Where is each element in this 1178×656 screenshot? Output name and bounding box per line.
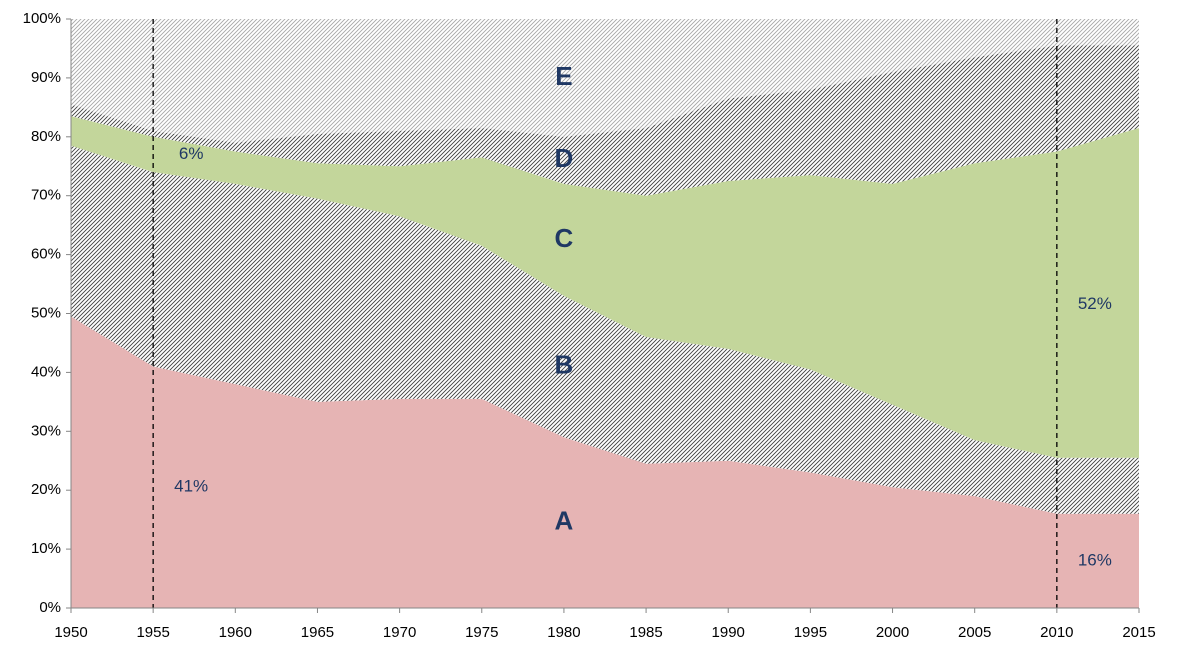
x-tick-label: 1960 (219, 624, 252, 641)
x-tick-label: 1985 (629, 624, 662, 641)
series-label: E (555, 61, 572, 91)
x-tick-label: 1955 (136, 624, 169, 641)
area (71, 316, 1139, 608)
area (71, 145, 1139, 514)
x-tick-label: 1970 (383, 624, 416, 641)
x-tick-label: 2000 (876, 624, 909, 641)
area (71, 45, 1139, 196)
y-tick-label: 0% (39, 599, 61, 616)
x-tick-label: 1980 (547, 624, 580, 641)
y-tick-label: 10% (31, 540, 61, 557)
value-label: 52% (1078, 294, 1112, 313)
x-tick-label: 1950 (54, 624, 87, 641)
series-label: C (555, 223, 574, 253)
y-tick-label: 90% (31, 69, 61, 86)
y-tick-label: 80% (31, 128, 61, 145)
value-label: 16% (1078, 550, 1112, 569)
y-tick-label: 100% (23, 10, 61, 27)
y-tick-label: 20% (31, 481, 61, 498)
y-tick-label: 40% (31, 363, 61, 380)
x-tick-label: 1975 (465, 624, 498, 641)
x-tick-label: 2010 (1040, 624, 1073, 641)
y-tick-label: 70% (31, 187, 61, 204)
x-tick-label: 2015 (1122, 624, 1155, 641)
series-label: D (555, 143, 574, 173)
x-tick-label: 1990 (712, 624, 745, 641)
series-label: B (555, 349, 574, 379)
value-label: 41% (174, 477, 208, 496)
x-tick-label: 1995 (794, 624, 827, 641)
y-tick-label: 30% (31, 422, 61, 439)
x-tick-label: 2005 (958, 624, 991, 641)
area (71, 19, 1139, 143)
area (71, 116, 1139, 458)
x-tick-label: 1965 (301, 624, 334, 641)
y-tick-label: 60% (31, 246, 61, 263)
series-label: A (555, 505, 574, 535)
y-tick-label: 50% (31, 304, 61, 321)
value-label: 6% (179, 144, 204, 163)
